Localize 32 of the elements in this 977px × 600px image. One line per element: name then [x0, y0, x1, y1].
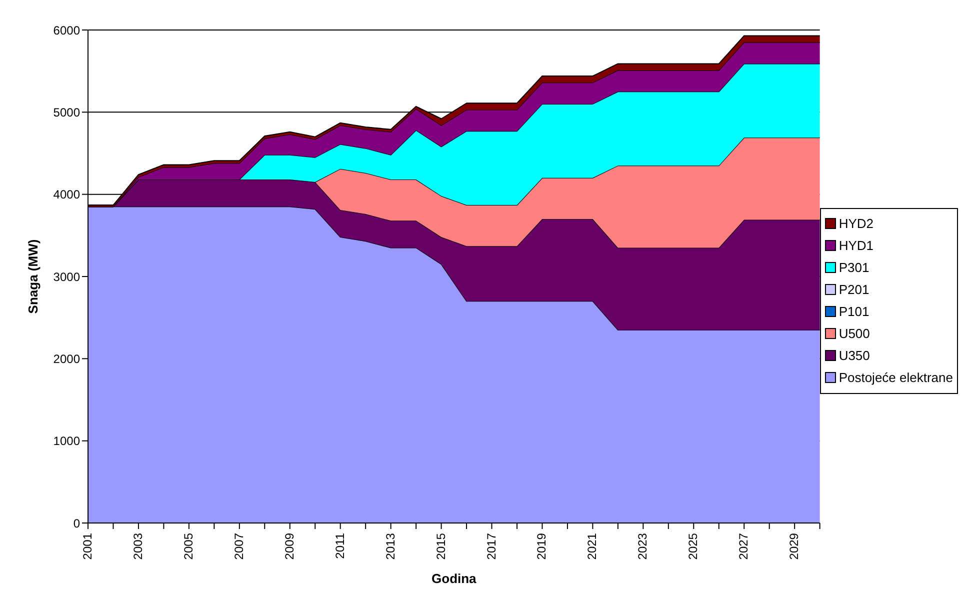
x-tick-label: 2021: [585, 532, 600, 560]
x-tick-label: 2003: [130, 532, 145, 560]
legend-label: U350: [838, 348, 870, 363]
legend-label: P201: [838, 282, 870, 297]
x-tick-label: 2019: [534, 532, 549, 560]
y-tick-label: 4000: [53, 188, 80, 202]
legend-label: P301: [838, 260, 870, 275]
x-tick-label: 2027: [736, 532, 751, 560]
x-tick-label: 2017: [484, 532, 498, 560]
x-tick-label: 2013: [383, 532, 398, 560]
legend-label: Postojeće elektrane: [838, 370, 953, 385]
x-tick-label: 2001: [80, 532, 95, 560]
y-tick-label: 5000: [53, 105, 80, 120]
y-tick-label: 3000: [53, 270, 80, 284]
x-tick-label: 2005: [181, 532, 196, 560]
x-tick-label: 2015: [434, 532, 448, 560]
y-axis-title: Snaga (MW): [26, 239, 41, 314]
x-tick-label: 2029: [787, 532, 802, 560]
legend-label: HYD1: [838, 238, 874, 253]
y-tick-label: 6000: [53, 23, 80, 38]
x-tick-label: 2009: [282, 532, 296, 560]
legend-label: U500: [838, 326, 870, 341]
x-tick-label: 2023: [636, 532, 650, 560]
legend-label: HYD2: [838, 216, 874, 231]
x-tick-label: 2007: [232, 532, 246, 560]
y-tick-label: 0: [73, 516, 80, 530]
legend-label: P101: [838, 304, 870, 319]
y-tick-label: 1000: [53, 434, 80, 448]
x-axis-title: Godina: [432, 571, 478, 586]
x-tick-label: 2025: [686, 532, 700, 560]
y-tick-label: 2000: [53, 352, 80, 366]
x-tick-label: 2011: [332, 532, 347, 559]
